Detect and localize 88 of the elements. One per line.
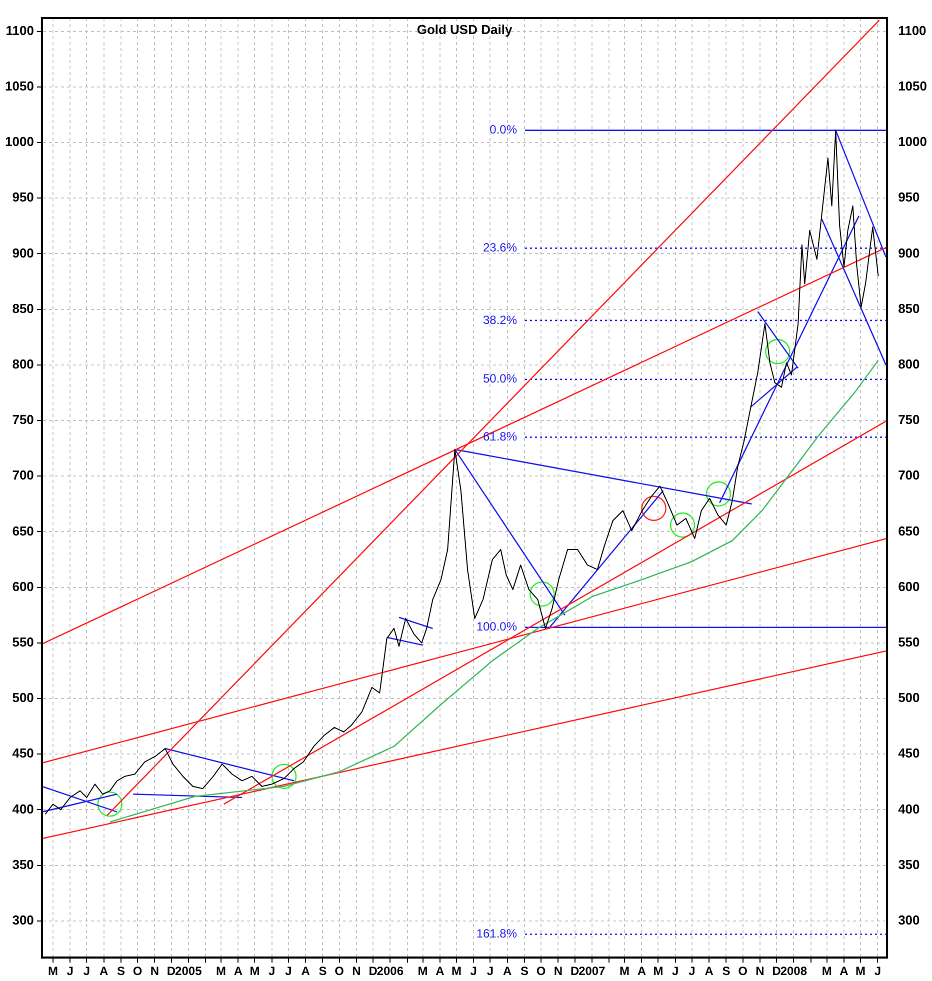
series-label: 50.0% — [482, 372, 518, 386]
y-tick-label: 650 — [12, 523, 34, 538]
x-tick-label: M — [856, 964, 866, 978]
series-label: 38.2% — [482, 312, 518, 327]
y2-tick-label: 400 — [898, 801, 920, 816]
x-tick-label: O — [132, 964, 142, 978]
y-tick-label: 500 — [12, 690, 34, 706]
x-tick-label: M — [418, 964, 428, 978]
x-tick-label: S — [116, 964, 125, 978]
x-tick-label: 2005 — [175, 964, 202, 978]
x-tick-label: A — [503, 964, 512, 978]
x-tick-label: J — [672, 964, 679, 978]
y-tick-label: 550 — [12, 634, 34, 650]
y-tick-label: 1000 — [5, 134, 34, 150]
y2-tick-label: 1050 — [898, 78, 927, 94]
x-tick-label: M — [653, 964, 664, 978]
x-tick-label: M — [620, 964, 630, 978]
series-label: 0.0% — [490, 122, 518, 137]
series-label: 61.8% — [482, 430, 518, 444]
series-label: 161.8% — [476, 926, 518, 941]
y-tick-label: 700 — [12, 468, 34, 483]
x-tick-label: N — [756, 964, 764, 978]
y2-tick-label: 1000 — [898, 134, 927, 150]
y2-tick-label: 700 — [898, 468, 920, 483]
x-tick-label: A — [704, 964, 714, 978]
y2-tick-label: 350 — [898, 856, 920, 872]
y2-tick-label: 900 — [898, 245, 920, 260]
y2-tick-label: 1100 — [898, 22, 926, 38]
x-tick-label: J — [268, 964, 276, 978]
y-tick-label: 1100 — [6, 22, 34, 38]
x-tick-label: D — [772, 964, 782, 978]
x-tick-label: A — [99, 964, 108, 978]
x-tick-label: S — [722, 964, 730, 978]
y2-tick-label: 600 — [898, 578, 920, 594]
y-tick-label: 450 — [12, 746, 34, 761]
y-tick-label: 1050 — [5, 78, 34, 94]
x-tick-label: M — [216, 964, 226, 978]
y2-tick-label: 550 — [898, 634, 920, 650]
x-tick-label: M — [48, 964, 58, 978]
x-tick-label: J — [688, 964, 696, 978]
x-tick-label: O — [738, 964, 748, 978]
y-tick-label: 400 — [12, 801, 34, 816]
x-tick-label: M — [451, 964, 462, 978]
x-tick-label: N — [150, 964, 160, 978]
chart-title: Gold USD Daily — [416, 22, 513, 38]
y-tick-label: 850 — [12, 300, 34, 316]
y2-tick-label: 300 — [898, 912, 920, 928]
x-tick-label: D — [368, 964, 378, 978]
y-tick-label: 950 — [12, 190, 34, 205]
x-tick-label: A — [840, 964, 849, 978]
x-tick-label: J — [83, 964, 90, 978]
y2-tick-label: 850 — [898, 300, 920, 316]
x-tick-label: 2008 — [780, 964, 808, 978]
y2-tick-label: 750 — [898, 412, 920, 428]
y-tick-label: 600 — [12, 578, 34, 594]
y2-tick-label: 450 — [898, 746, 920, 761]
series-label: 100.0% — [476, 620, 518, 634]
y-tick-label: 300 — [12, 912, 34, 928]
x-tick-label: N — [352, 964, 361, 978]
y2-tick-label: 500 — [898, 690, 920, 706]
x-tick-label: S — [520, 964, 528, 978]
x-tick-label: J — [874, 964, 882, 978]
y-tick-label: 350 — [12, 856, 34, 872]
y-tick-label: 900 — [12, 245, 34, 260]
x-tick-label: 2006 — [376, 964, 404, 978]
x-tick-label: 2007 — [578, 964, 606, 978]
x-tick-label: A — [436, 964, 445, 978]
x-tick-label: D — [166, 964, 176, 978]
x-tick-label: O — [334, 964, 344, 978]
x-tick-label: J — [470, 964, 477, 978]
x-tick-label: M — [250, 964, 260, 978]
x-tick-label: A — [301, 964, 310, 978]
x-tick-label: J — [66, 964, 74, 978]
x-tick-label: J — [285, 964, 292, 978]
y-tick-label: 800 — [12, 356, 34, 372]
y-tick-label: 750 — [12, 412, 34, 428]
x-tick-label: M — [822, 964, 832, 978]
x-tick-label: O — [536, 964, 546, 978]
x-tick-label: N — [554, 964, 563, 978]
y2-tick-label: 650 — [898, 523, 920, 538]
x-tick-label: A — [637, 964, 646, 978]
y2-tick-label: 950 — [898, 190, 920, 205]
x-tick-label: D — [570, 964, 580, 978]
x-tick-label: A — [234, 964, 243, 978]
y2-tick-label: 800 — [898, 356, 920, 372]
x-tick-label: J — [486, 964, 494, 978]
x-tick-label: S — [318, 964, 327, 978]
series-label: 23.6% — [482, 240, 518, 254]
